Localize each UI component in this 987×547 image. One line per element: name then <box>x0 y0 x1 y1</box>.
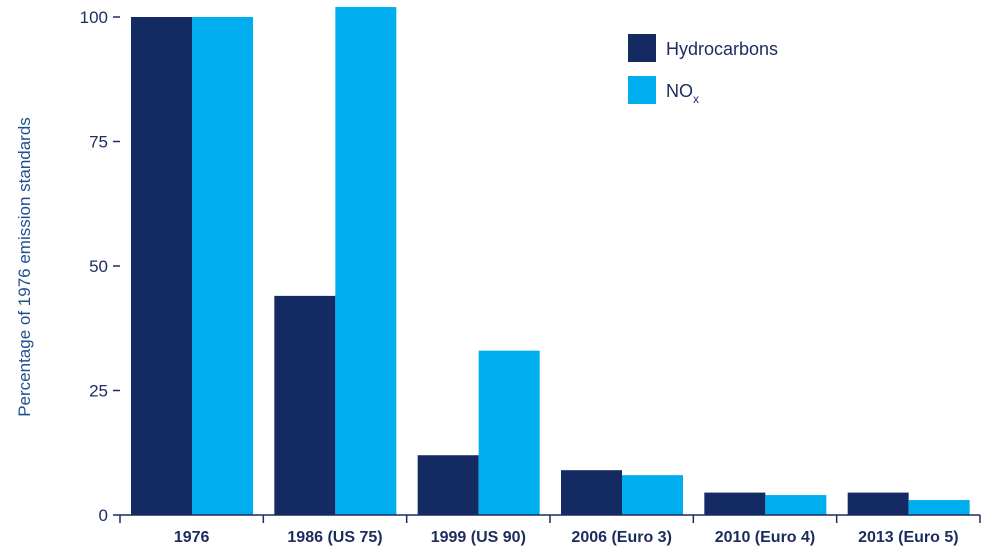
y-tick-label: 25 <box>89 382 108 401</box>
legend-label-nox-subscript: x <box>693 92 699 106</box>
legend-swatch-nox <box>628 76 656 104</box>
bar-nox <box>478 350 540 515</box>
bar-nox <box>192 17 253 515</box>
bar-nox <box>335 7 397 515</box>
y-axis-title: Percentage of 1976 emission standards <box>15 117 34 417</box>
bars <box>131 7 970 515</box>
bar-hydrocarbons <box>561 470 622 515</box>
x-category-label: 1999 (US 90) <box>431 529 526 546</box>
legend-swatch-hydrocarbons <box>628 34 656 62</box>
y-tick-label: 100 <box>80 8 108 27</box>
x-category-label: 2010 (Euro 4) <box>715 529 815 546</box>
legend-label-nox-main: NO <box>666 81 693 101</box>
y-tick-label: 0 <box>99 506 108 525</box>
bar-nox <box>622 475 683 515</box>
x-category-label: 2013 (Euro 5) <box>858 529 958 546</box>
x-category-label: 2006 (Euro 3) <box>571 529 671 546</box>
y-tick-label: 75 <box>89 133 108 152</box>
x-category-label: 1976 <box>174 529 210 546</box>
bar-hydrocarbons <box>274 295 336 515</box>
y-axis-ticks: 0 25 50 75 100 <box>80 8 120 525</box>
bar-hydrocarbons <box>704 492 766 515</box>
legend: Hydrocarbons NOx <box>628 34 778 106</box>
category-labels: 1976 1986 (US 75) 1999 (US 90) 2006 (Euro 3… <box>119 515 981 546</box>
bar-hydrocarbons <box>847 492 909 515</box>
bar-hydrocarbons <box>131 17 192 515</box>
legend-label-nox: NOx <box>666 81 699 106</box>
legend-label-hydrocarbons: Hydrocarbons <box>666 39 778 59</box>
bar-nox <box>765 495 827 515</box>
bar-hydrocarbons <box>417 455 479 515</box>
bar-nox <box>908 500 970 515</box>
y-tick-label: 50 <box>89 257 108 276</box>
x-category-label: 1986 (US 75) <box>287 529 382 546</box>
